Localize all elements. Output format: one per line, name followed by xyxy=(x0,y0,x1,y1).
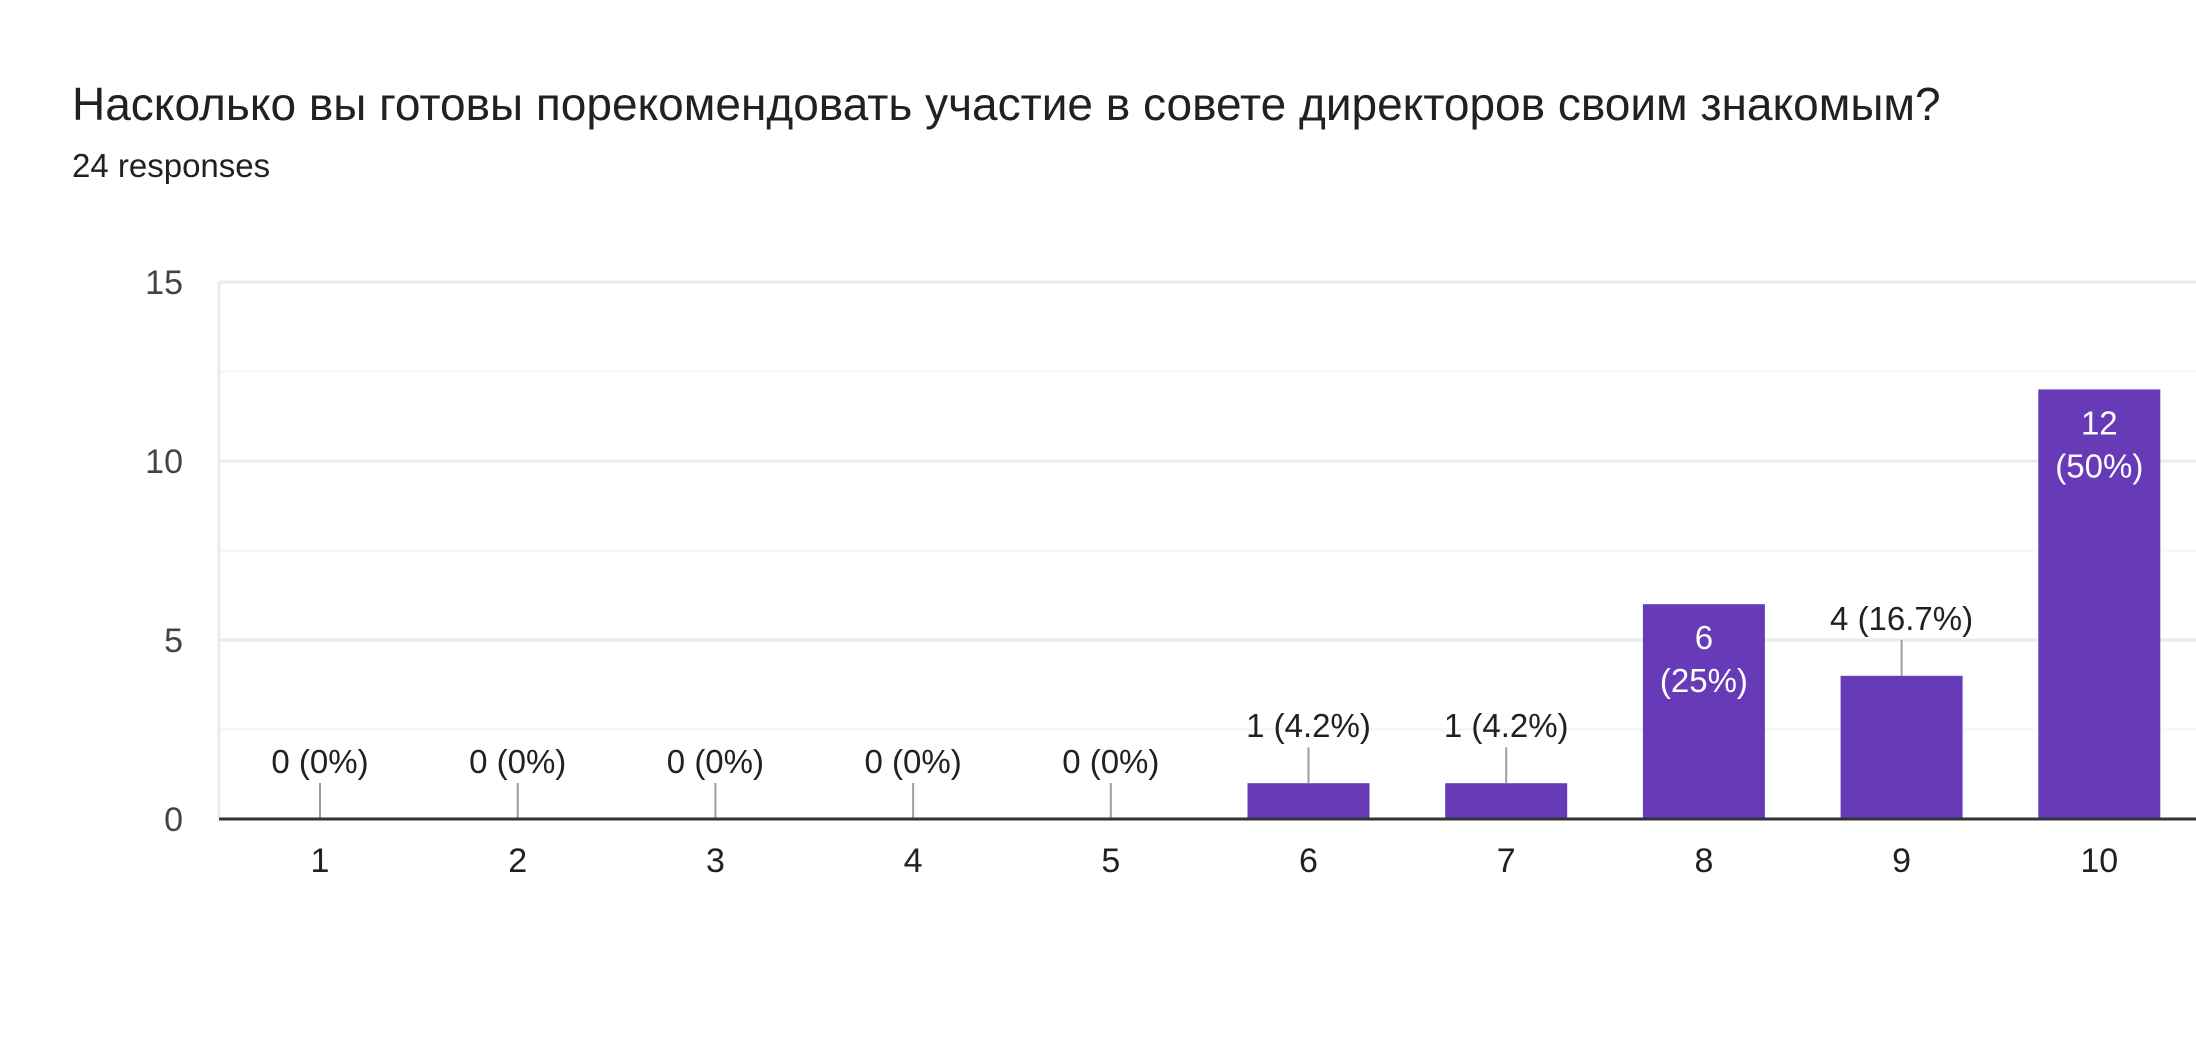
x-tick-label: 7 xyxy=(1497,842,1516,880)
bar xyxy=(1840,675,1963,819)
data-label: 0 (0%) xyxy=(469,743,566,780)
x-tick-label: 6 xyxy=(1299,842,1318,880)
x-tick-label: 8 xyxy=(1694,842,1713,880)
data-label: 0 (0%) xyxy=(1062,743,1159,780)
chart-title: Насколько вы готовы порекомендовать учас… xyxy=(72,78,1941,130)
data-label: (25%) xyxy=(1660,662,1748,699)
data-label: 0 (0%) xyxy=(271,743,368,780)
data-label: 0 (0%) xyxy=(667,743,764,780)
y-tick-label: 0 xyxy=(164,801,183,839)
x-tick-label: 9 xyxy=(1892,842,1911,880)
x-tick-label: 3 xyxy=(706,842,725,880)
data-label: 1 (4.2%) xyxy=(1246,707,1371,744)
x-tick-label: 10 xyxy=(2080,842,2118,880)
response-count: 24 responses xyxy=(72,147,271,184)
x-tick-label: 1 xyxy=(311,842,330,880)
x-tick-label: 5 xyxy=(1101,842,1120,880)
bar xyxy=(1445,783,1568,819)
x-tick-label: 4 xyxy=(904,842,923,880)
bar xyxy=(1642,604,1765,819)
data-label: 0 (0%) xyxy=(864,743,961,780)
y-tick-label: 5 xyxy=(164,622,183,660)
bar xyxy=(2038,389,2161,819)
data-label: 4 (16.7%) xyxy=(1830,600,1973,637)
x-tick-label: 2 xyxy=(508,842,527,880)
data-label: 6 xyxy=(1695,619,1713,656)
data-label: (50%) xyxy=(2055,447,2143,484)
y-tick-label: 10 xyxy=(145,443,183,481)
bar xyxy=(1247,783,1370,819)
data-label: 1 (4.2%) xyxy=(1444,707,1569,744)
data-label: 12 xyxy=(2081,404,2118,441)
y-tick-label: 15 xyxy=(145,264,183,302)
